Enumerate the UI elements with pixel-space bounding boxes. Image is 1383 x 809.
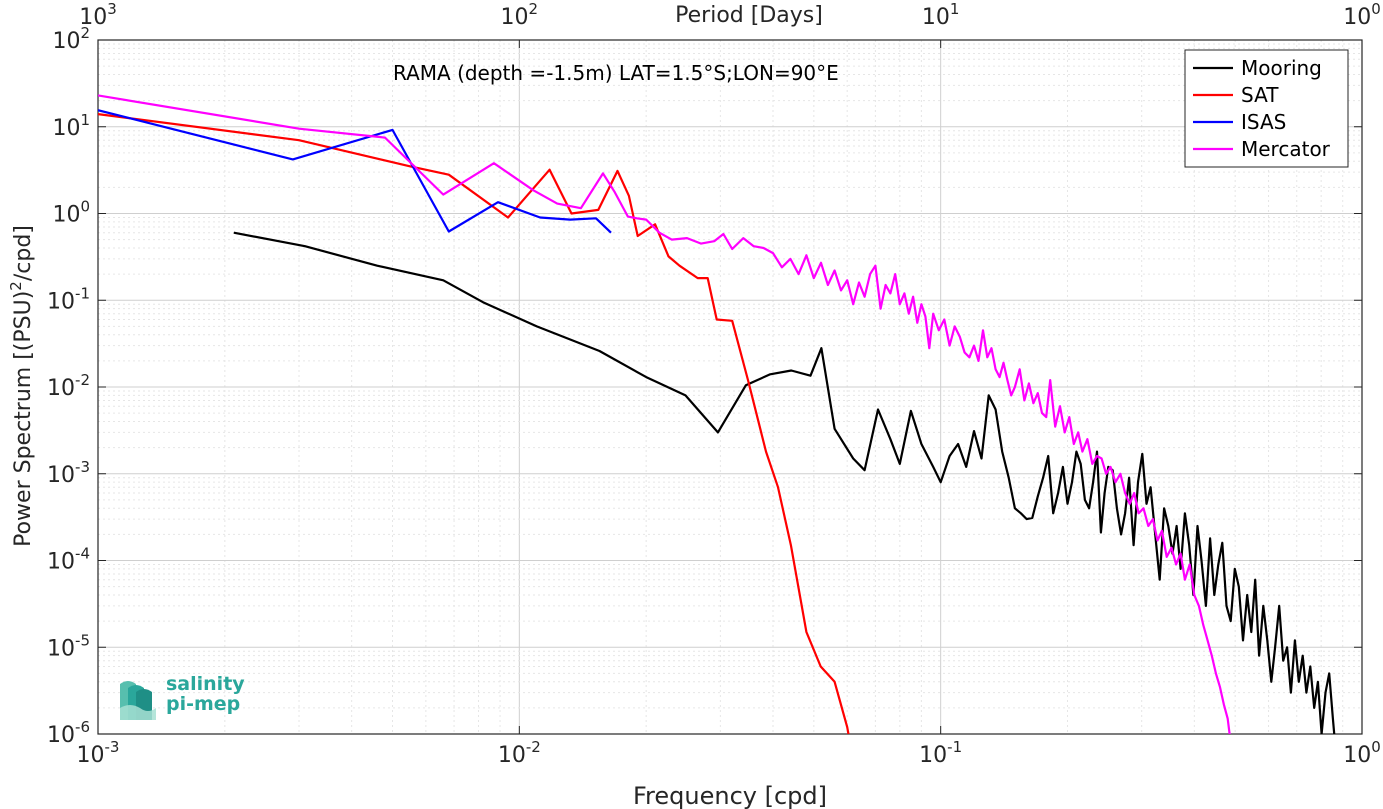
x-tick-label: 10-2 <box>498 738 541 768</box>
series-line-sat <box>98 113 850 734</box>
series-layer <box>98 94 1336 734</box>
y-axis-label-main: Power Spectrum [(PSU) <box>11 291 36 547</box>
x-tick-label: 10-3 <box>77 738 120 768</box>
legend: Mooring SAT ISAS Mercator <box>1184 49 1349 168</box>
legend-label-isas: ISAS <box>1241 110 1286 134</box>
top-tick-label: 103 <box>79 0 117 30</box>
x-tick-label: 10-1 <box>919 738 962 768</box>
x-tick-label: 100 <box>1343 738 1381 768</box>
y-tick-label: 102 <box>52 24 90 54</box>
series-line-mercator <box>98 94 1231 734</box>
y-tick-label: 10-3 <box>47 458 90 488</box>
top-tick-label: 101 <box>922 0 960 30</box>
salinity-pimep-logo: salinity pi-mep <box>118 672 258 722</box>
y-tick-label: 100 <box>52 198 90 228</box>
logo-waves-icon <box>120 681 156 720</box>
y-axis-label-sup: 2 <box>7 281 25 291</box>
y-tick-label: 10-6 <box>47 718 90 748</box>
y-tick-label: 10-4 <box>47 545 90 575</box>
logo-line1: salinity <box>166 673 245 695</box>
top-tick-label: 100 <box>1343 0 1381 30</box>
top-tick-label: 102 <box>501 0 539 30</box>
series-line-isas <box>98 109 612 234</box>
legend-label-mercator: Mercator <box>1241 137 1331 161</box>
chart-title: RAMA (depth =-1.5m) LAT=1.5°S;LON=90°E <box>393 61 839 85</box>
y-tick-label: 10-1 <box>47 284 90 314</box>
x-axis-label: Frequency [cpd] <box>633 782 827 809</box>
legend-label-mooring: Mooring <box>1241 56 1322 80</box>
logo-line2: pi-mep <box>166 693 241 715</box>
y-tick-label: 101 <box>52 111 90 141</box>
y-axis-label-tail: /cpd] <box>11 225 36 281</box>
series-line-mooring <box>233 231 1336 734</box>
legend-box <box>1184 49 1349 168</box>
y-tick-label: 10-5 <box>47 631 90 661</box>
top-axis-label: Period [Days] <box>675 3 823 28</box>
y-tick-label: 10-2 <box>47 371 90 401</box>
grid-lines <box>97 40 1362 735</box>
legend-label-sat: SAT <box>1241 83 1279 107</box>
y-axis-label: Power Spectrum [(PSU)2/cpd] <box>7 225 36 547</box>
